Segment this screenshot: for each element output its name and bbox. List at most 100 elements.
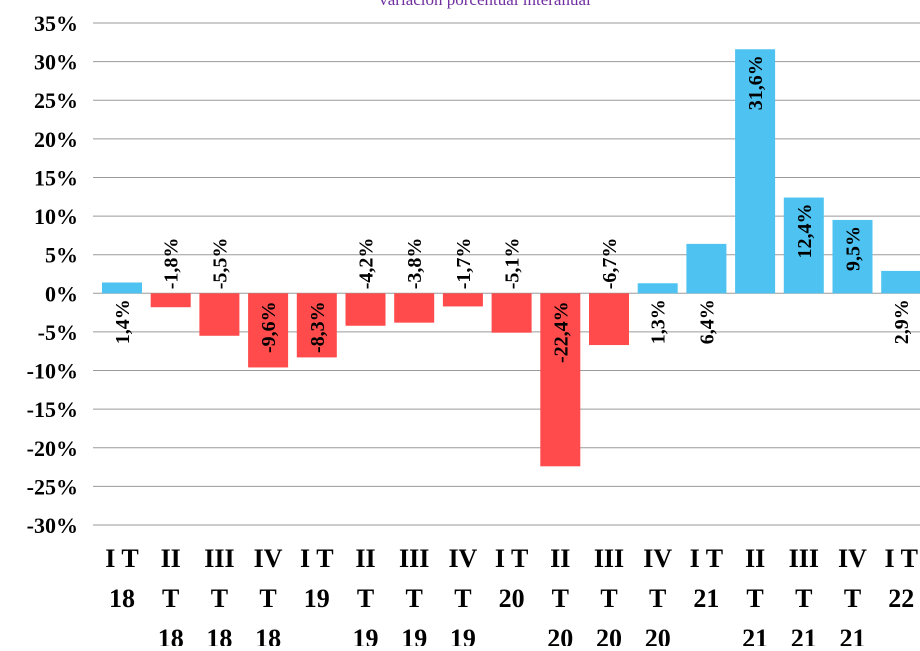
x-tick-label: I T bbox=[300, 544, 334, 573]
bar bbox=[589, 293, 629, 346]
x-tick-label: IV bbox=[254, 544, 283, 573]
data-label: -5,5% bbox=[209, 238, 231, 290]
x-tick-label: T bbox=[162, 584, 179, 613]
y-tick-label: -30% bbox=[27, 513, 78, 538]
x-tick-label: I T bbox=[105, 544, 139, 573]
x-tick-label: 19 bbox=[353, 624, 379, 646]
x-tick-label: I T bbox=[690, 544, 724, 573]
data-label: -1,7% bbox=[453, 238, 475, 290]
data-label: -5,1% bbox=[502, 238, 524, 290]
gridlines bbox=[93, 22, 920, 526]
x-tick-label: T bbox=[552, 584, 569, 613]
x-tick-label: T bbox=[211, 584, 228, 613]
x-axis-ticks: I T 18 II T 18 III T 18 IV T 18 I T 19 II T 19 III T 19 IV T… bbox=[105, 544, 918, 651]
data-label: -6,7% bbox=[599, 238, 621, 290]
y-tick-label: 20% bbox=[34, 127, 78, 152]
x-tick-label: T bbox=[406, 584, 423, 613]
x-tick-label: 20 bbox=[547, 624, 573, 646]
x-tick-label: IV bbox=[838, 544, 867, 573]
x-tick-label: T bbox=[259, 584, 276, 613]
data-labels: 1,4% -1,8% -5,5% -9,6% -8,3% -4,2% -3,8% -1,7% -… bbox=[112, 55, 913, 363]
x-tick-label: 18 bbox=[158, 624, 184, 646]
x-tick-label: 21 bbox=[693, 584, 719, 613]
data-label: 1,4% bbox=[112, 299, 134, 344]
x-tick-label: 19 bbox=[401, 624, 427, 646]
x-tick-label: 18 bbox=[206, 624, 232, 646]
x-tick-label: 20 bbox=[596, 624, 622, 646]
x-tick-label: T bbox=[357, 584, 374, 613]
data-label: -9,6% bbox=[258, 301, 280, 353]
x-tick-label: T bbox=[795, 584, 812, 613]
bar bbox=[394, 293, 435, 323]
y-tick-label: -20% bbox=[27, 436, 78, 461]
y-axis-ticks: 35% 30% 25% 20% 15% 10% 5% 0% -5% -10% -15% -20% -25… bbox=[27, 11, 78, 538]
bar bbox=[637, 283, 678, 294]
x-tick-label: I T bbox=[884, 544, 918, 573]
bar bbox=[248, 293, 289, 368]
x-tick-label: IV bbox=[643, 544, 672, 573]
x-tick-label: 20 bbox=[499, 584, 525, 613]
data-label: -22,4% bbox=[550, 301, 572, 363]
data-label: -3,8% bbox=[404, 238, 426, 290]
y-tick-label: 0% bbox=[45, 281, 78, 306]
bar bbox=[442, 293, 483, 307]
x-tick-label: II bbox=[355, 544, 375, 573]
y-tick-label: 25% bbox=[34, 88, 78, 113]
bar bbox=[345, 293, 386, 326]
y-tick-label: 30% bbox=[34, 50, 78, 75]
x-tick-label: T bbox=[600, 584, 617, 613]
y-tick-label: 35% bbox=[34, 11, 78, 36]
data-label: -1,8% bbox=[161, 238, 183, 290]
y-tick-label: 10% bbox=[34, 204, 78, 229]
bar bbox=[491, 293, 532, 333]
x-tick-label: 19 bbox=[304, 584, 330, 613]
bar bbox=[540, 293, 581, 467]
x-tick-label: T bbox=[454, 584, 471, 613]
x-tick-label: II bbox=[550, 544, 570, 573]
bar bbox=[150, 293, 191, 308]
x-tick-label: I T bbox=[495, 544, 529, 573]
bar bbox=[783, 197, 824, 294]
bar bbox=[832, 219, 873, 294]
y-tick-label: 5% bbox=[45, 243, 78, 268]
x-tick-label: III bbox=[399, 544, 429, 573]
x-tick-label: 21 bbox=[791, 624, 817, 646]
x-tick-label: II bbox=[745, 544, 765, 573]
x-tick-label: III bbox=[789, 544, 819, 573]
bar bbox=[686, 243, 727, 294]
bar bbox=[199, 293, 240, 336]
x-tick-label: T bbox=[649, 584, 666, 613]
x-tick-label: T bbox=[844, 584, 861, 613]
data-label: 31,6% bbox=[745, 55, 767, 110]
data-label: 1,3% bbox=[648, 299, 670, 344]
bars bbox=[102, 49, 920, 467]
y-tick-label: -5% bbox=[38, 320, 78, 345]
bar bbox=[735, 49, 776, 294]
x-tick-label: 18 bbox=[255, 624, 281, 646]
x-tick-label: III bbox=[594, 544, 624, 573]
x-tick-label: 21 bbox=[742, 624, 768, 646]
y-tick-label: -10% bbox=[27, 359, 78, 384]
bar bbox=[102, 282, 142, 294]
data-label: 6,4% bbox=[696, 299, 718, 344]
x-tick-label: 21 bbox=[840, 624, 866, 646]
x-tick-label: IV bbox=[448, 544, 477, 573]
bar bbox=[296, 293, 337, 358]
x-tick-label: II bbox=[161, 544, 181, 573]
x-tick-label: 18 bbox=[109, 584, 135, 613]
x-tick-label: T bbox=[746, 584, 763, 613]
data-label: 12,4% bbox=[794, 204, 816, 259]
x-tick-label: 20 bbox=[645, 624, 671, 646]
data-label: -8,3% bbox=[307, 301, 329, 353]
x-tick-label: III bbox=[204, 544, 234, 573]
data-label: 2,9% bbox=[891, 299, 913, 344]
bar bbox=[881, 270, 920, 294]
y-tick-label: -25% bbox=[27, 474, 78, 499]
data-label: -4,2% bbox=[356, 238, 378, 290]
x-tick-label: 22 bbox=[888, 584, 914, 613]
data-label: 9,5% bbox=[843, 226, 865, 271]
y-tick-label: -15% bbox=[27, 397, 78, 422]
x-tick-label: 19 bbox=[450, 624, 476, 646]
